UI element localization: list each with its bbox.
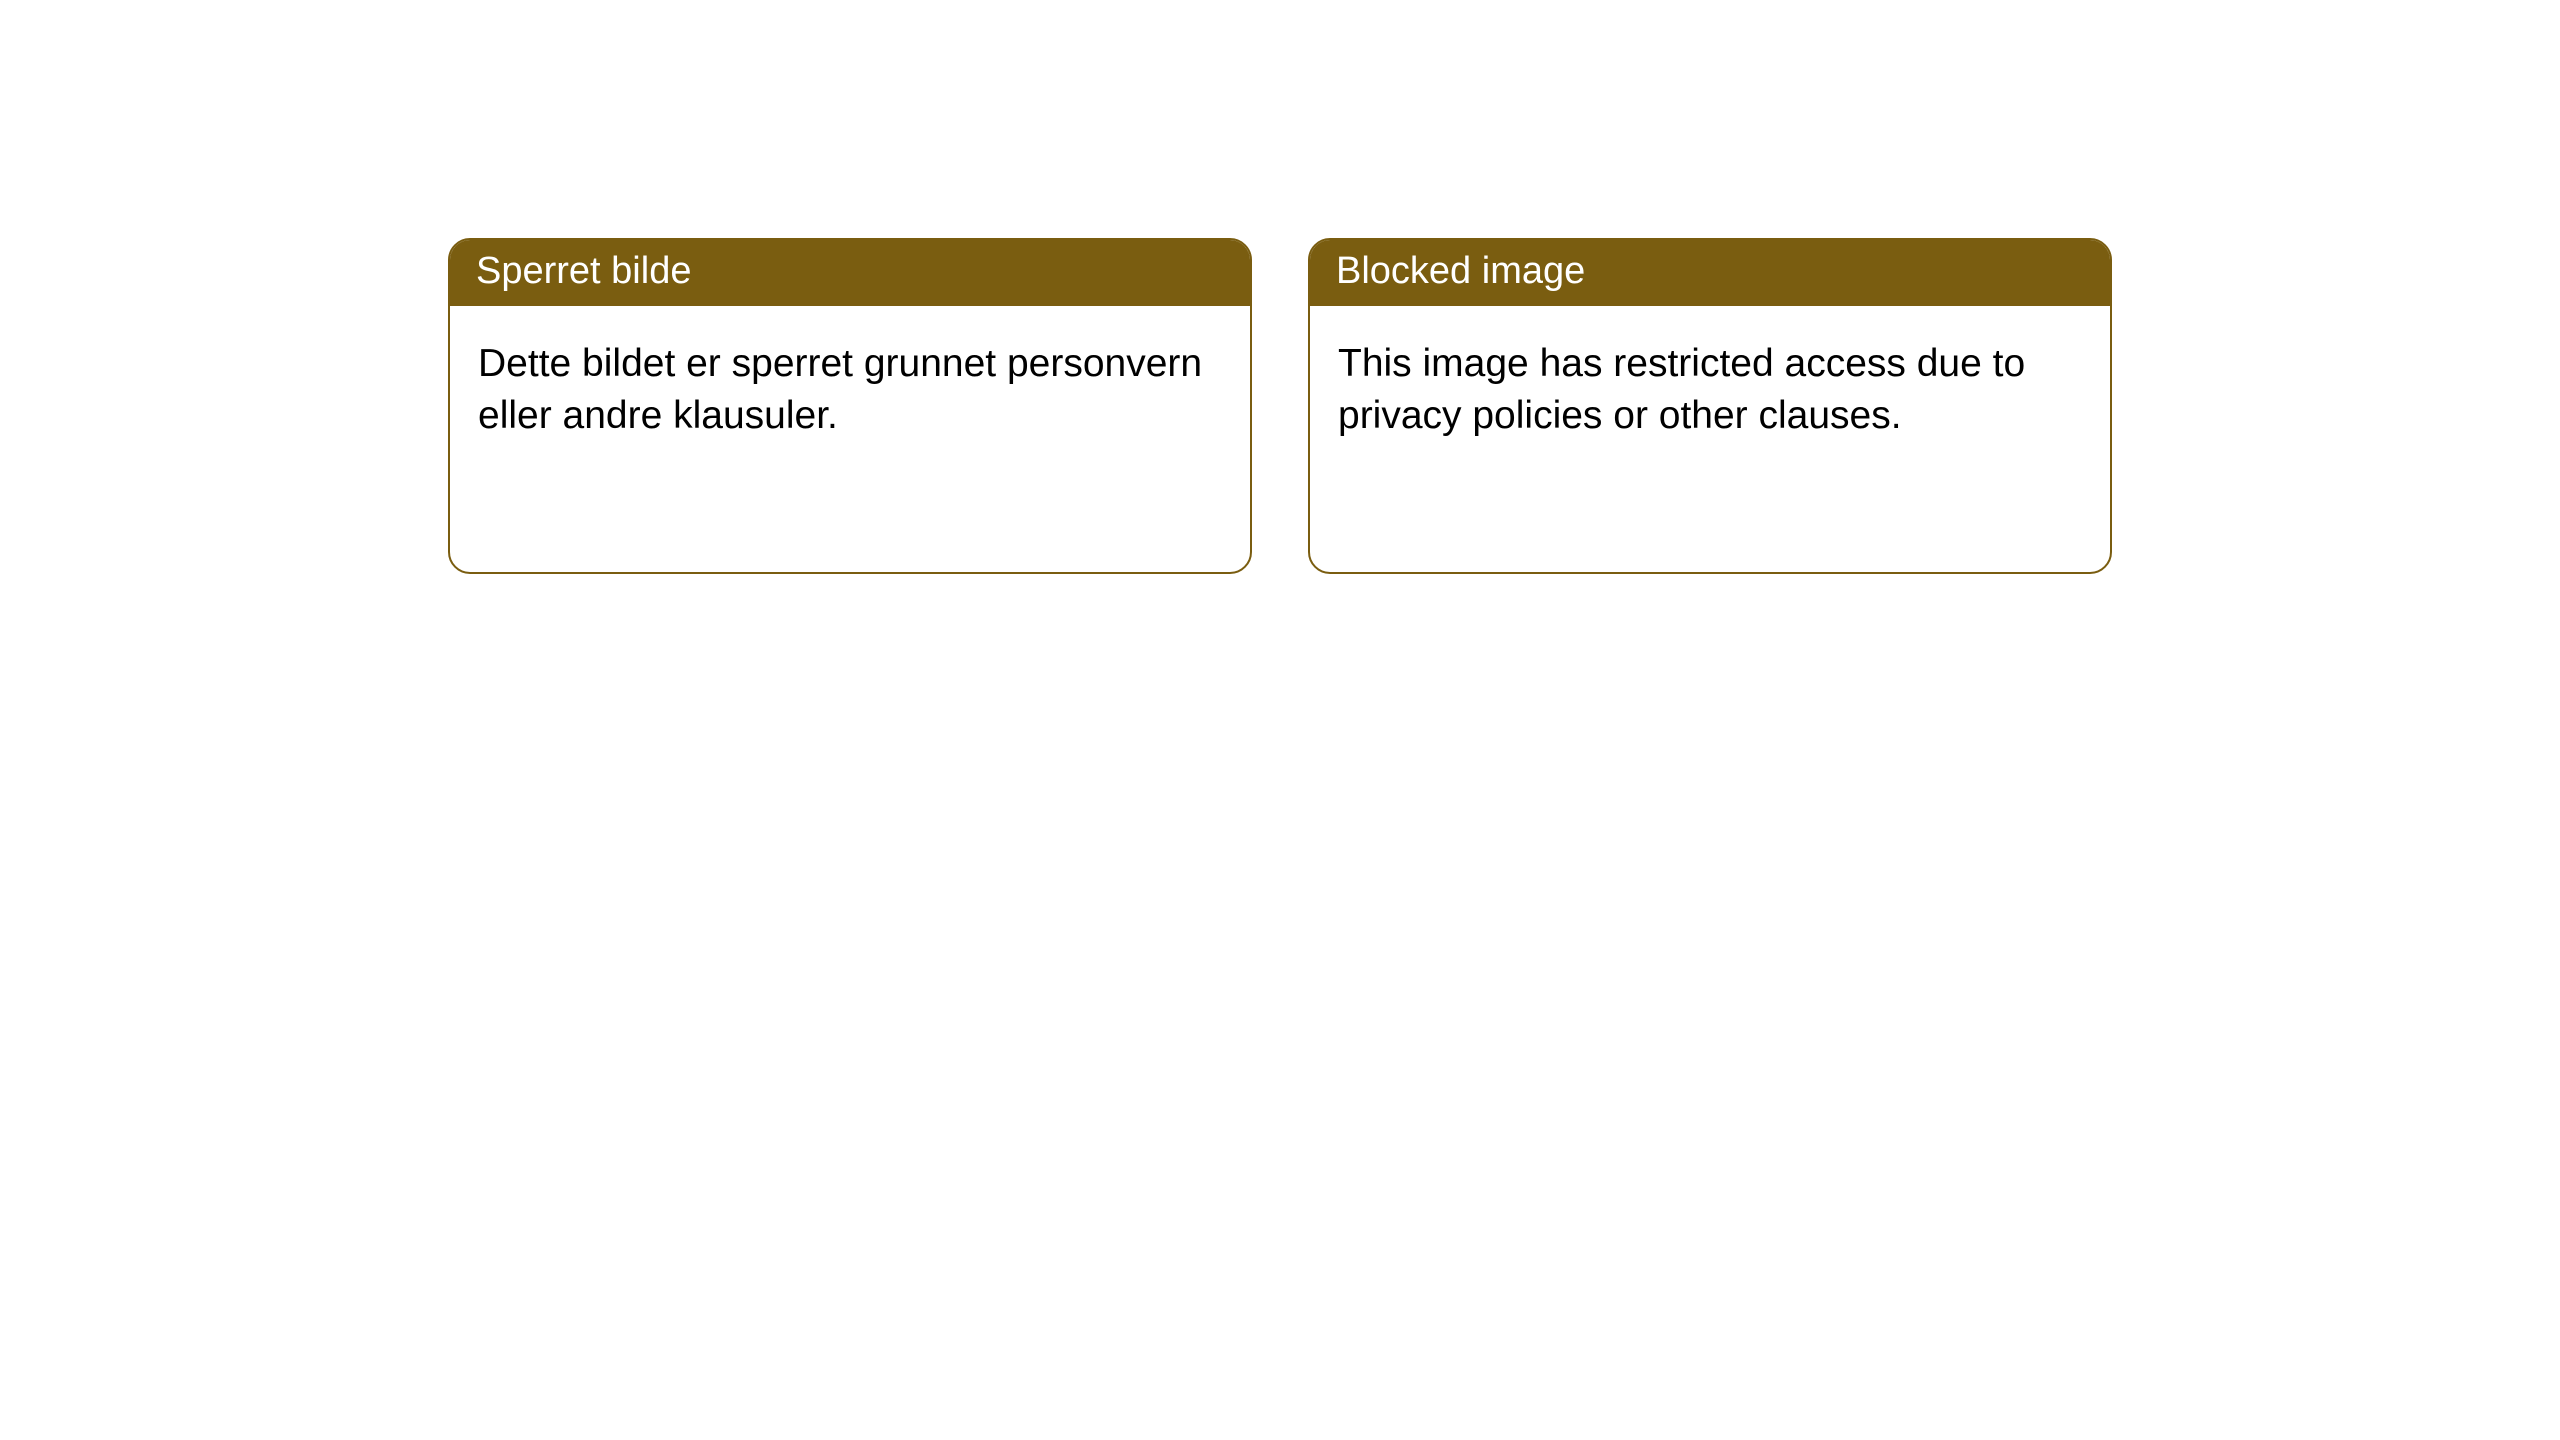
notice-card-english: Blocked image This image has restricted … — [1308, 238, 2112, 574]
notice-header: Sperret bilde — [450, 240, 1250, 306]
notice-header: Blocked image — [1310, 240, 2110, 306]
notice-container: Sperret bilde Dette bildet er sperret gr… — [448, 238, 2112, 574]
notice-body: This image has restricted access due to … — [1310, 306, 2110, 475]
notice-body: Dette bildet er sperret grunnet personve… — [450, 306, 1250, 475]
notice-card-norwegian: Sperret bilde Dette bildet er sperret gr… — [448, 238, 1252, 574]
